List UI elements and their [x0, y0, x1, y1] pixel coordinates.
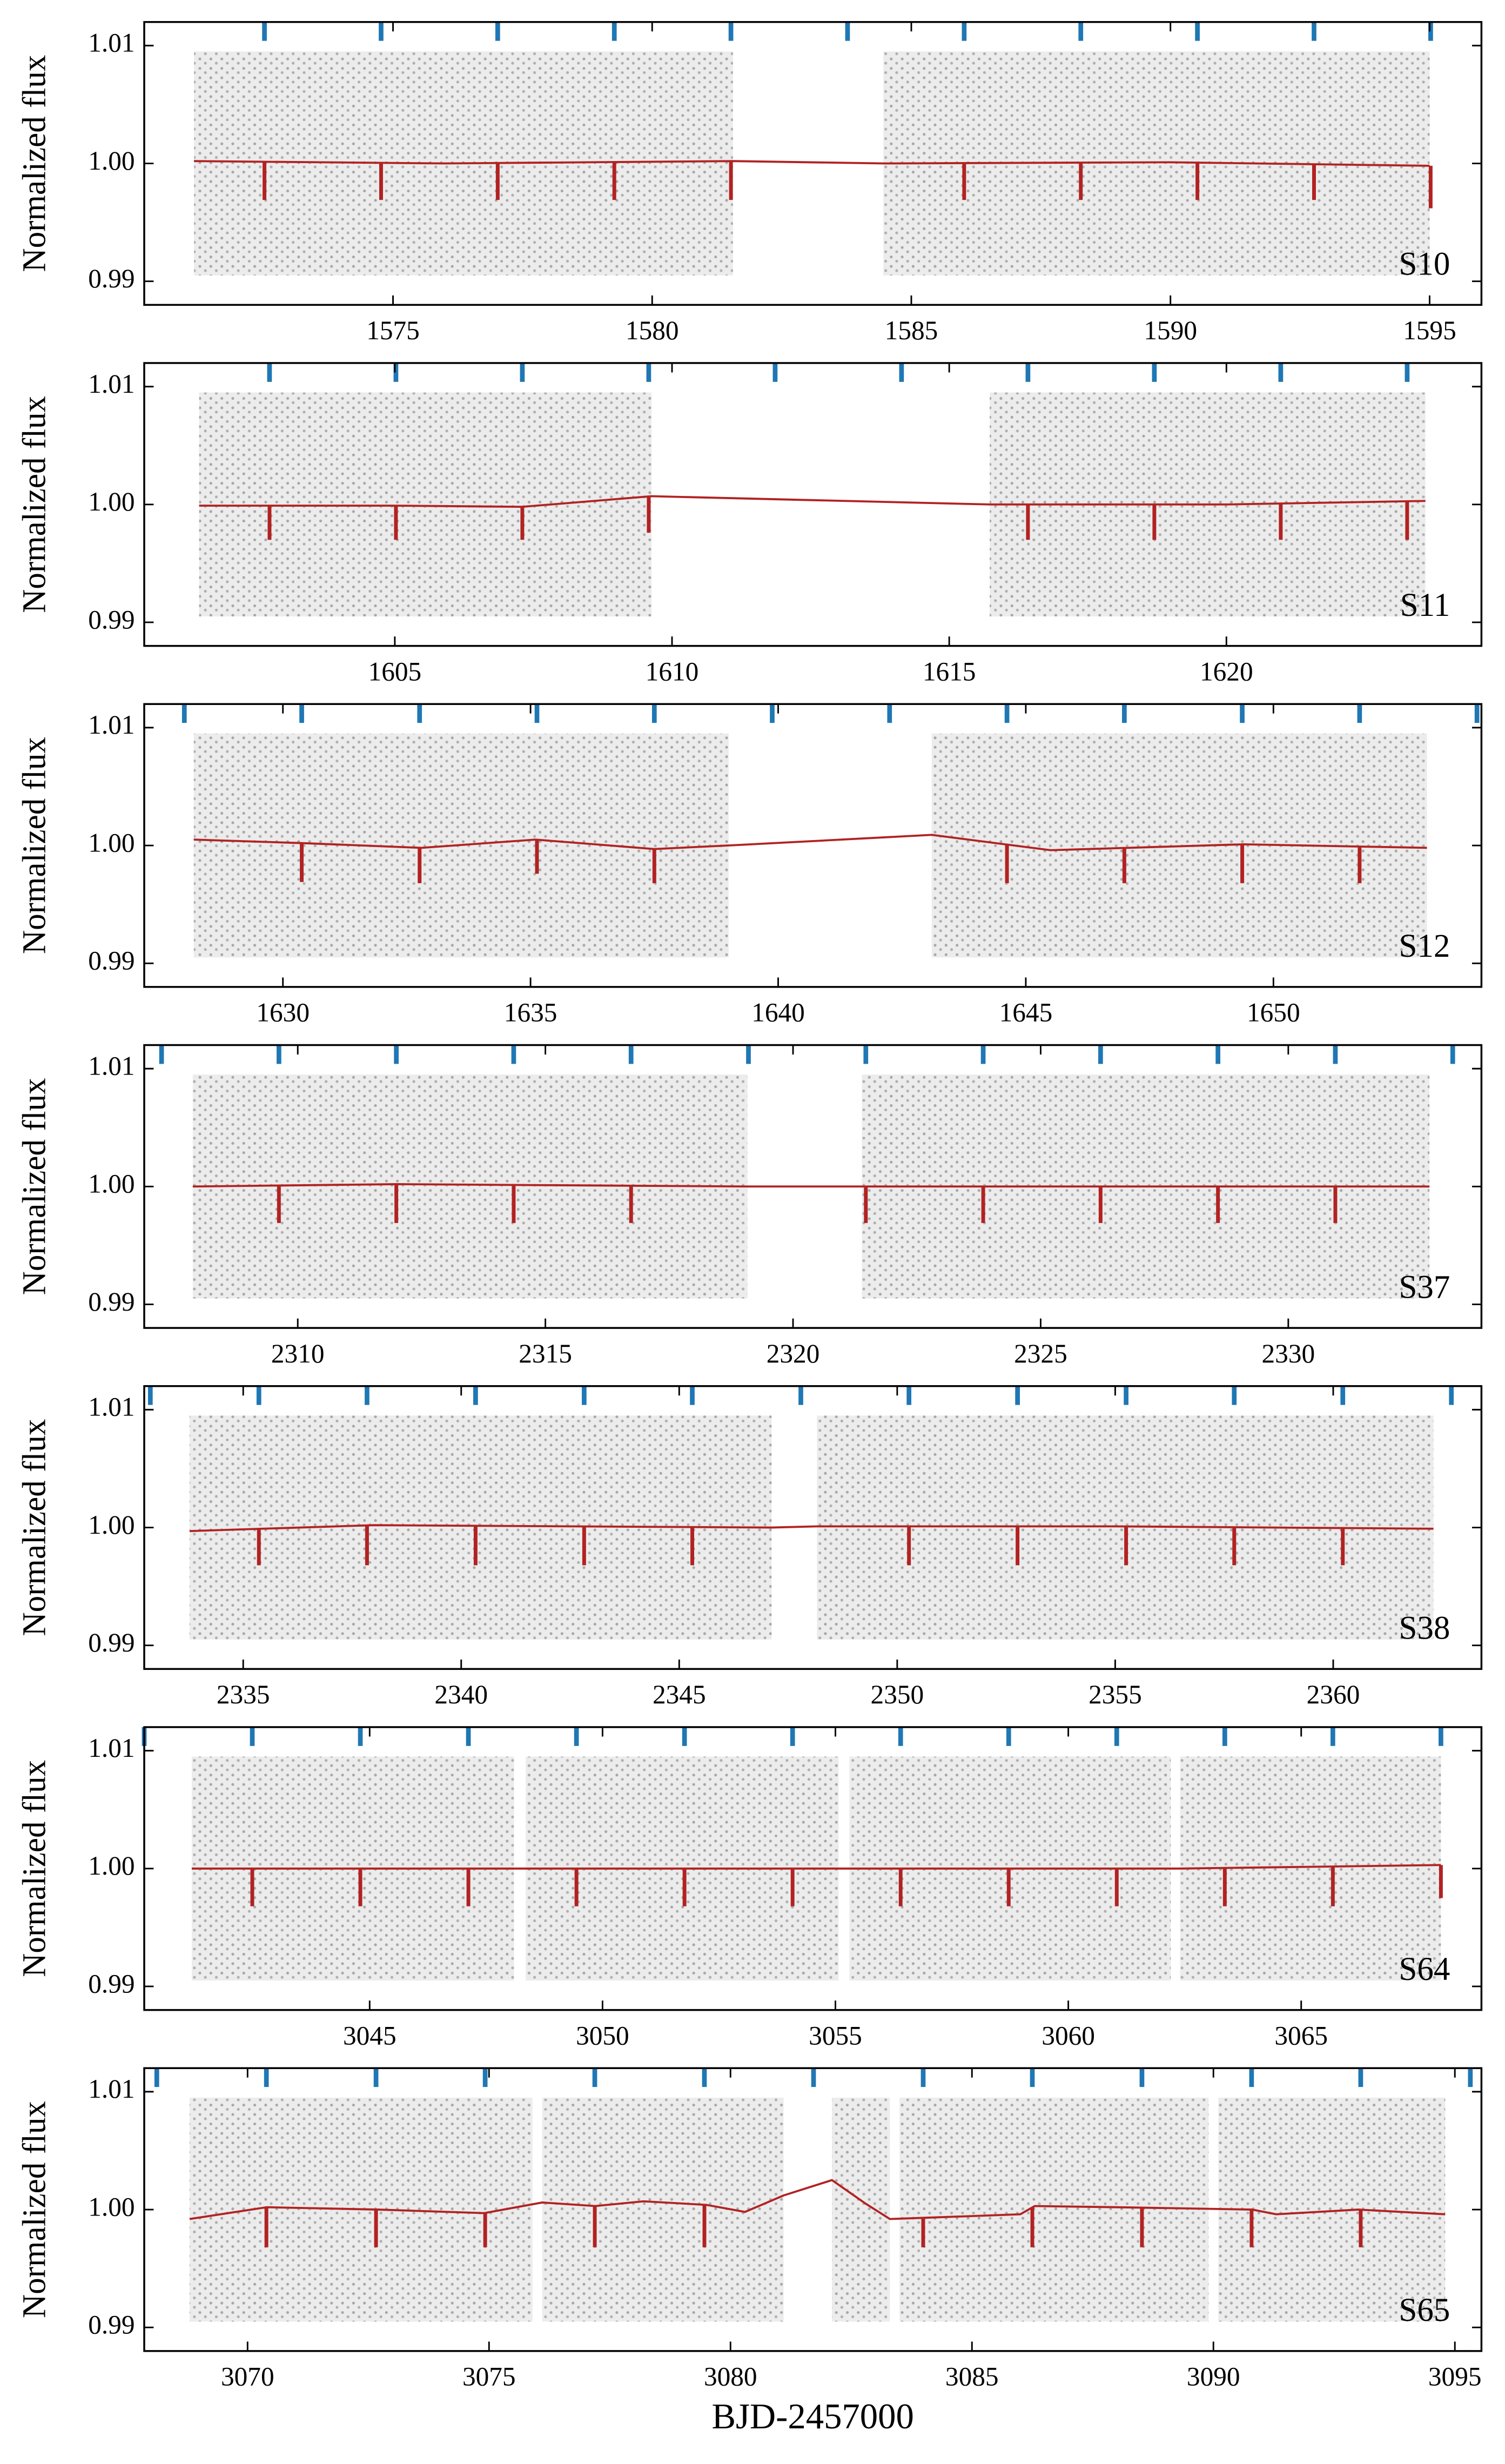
x-tick-label: 1610 — [646, 656, 699, 686]
x-tick-label: 2310 — [271, 1339, 325, 1368]
panel: 0.99 1.00 1.01 1575 1580 1585 1590 1595 Normaliz… — [17, 21, 1483, 345]
x-tick-label: 3095 — [1428, 2362, 1482, 2392]
sector-label: S64 — [1399, 1951, 1450, 1988]
x-tick-label: 2335 — [217, 1680, 270, 1709]
flux-scatter — [542, 2097, 784, 2322]
x-tick-label: 2325 — [1014, 1339, 1067, 1368]
sector-label: S38 — [1399, 1610, 1450, 1646]
sector-label: S10 — [1399, 246, 1450, 282]
y-tick-label: 1.00 — [88, 487, 135, 516]
x-tick-label: 2360 — [1307, 1680, 1360, 1709]
panel: 0.99 1.00 1.01 3045 3050 3055 3060 3065 Normaliz… — [17, 1726, 1483, 2050]
y-axis-label: Normalized flux — [17, 737, 53, 954]
y-tick-label: 0.99 — [88, 1628, 135, 1657]
x-tick-label: 3075 — [462, 2362, 516, 2392]
panels: 0.99 1.00 1.01 1575 1580 1585 1590 1595 Normaliz… — [17, 21, 1483, 2436]
y-tick-label: 1.01 — [88, 369, 135, 399]
y-tick-label: 1.00 — [88, 828, 135, 857]
y-tick-label: 1.00 — [88, 1510, 135, 1540]
y-tick-label: 0.99 — [88, 264, 135, 293]
x-tick-label: 1635 — [504, 998, 557, 1028]
y-axis-label: Normalized flux — [17, 1419, 53, 1636]
x-tick-label: 1640 — [751, 998, 805, 1028]
sector-label: S37 — [1399, 1269, 1450, 1305]
x-tick-label: 1590 — [1144, 315, 1197, 345]
x-tick-label: 2330 — [1262, 1339, 1315, 1368]
model-line — [192, 1183, 1430, 1188]
x-tick-label: 3065 — [1274, 2020, 1328, 2050]
y-tick-label: 1.01 — [88, 2074, 135, 2104]
x-tick-label: 1650 — [1247, 998, 1300, 1028]
x-tick-label: 3055 — [809, 2020, 862, 2050]
y-tick-label: 0.99 — [88, 605, 135, 634]
x-tick-label: 1585 — [885, 315, 938, 345]
x-tick-label: 1630 — [256, 998, 310, 1028]
x-tick-label: 3085 — [945, 2362, 999, 2392]
x-tick-label: 2345 — [653, 1680, 706, 1709]
panel: 0.99 1.00 1.01 3070 3075 3080 3085 3090 3095 Norm… — [17, 2067, 1483, 2436]
model-line — [194, 160, 1430, 167]
model-line — [189, 2179, 1446, 2220]
panel: 0.99 1.00 1.01 2310 2315 2320 2325 2330 Normaliz… — [17, 1044, 1483, 1368]
y-tick-label: 0.99 — [88, 1287, 135, 1317]
panel: 0.99 1.00 1.01 2335 2340 2345 2350 2355 2360 Norm… — [17, 1385, 1483, 1709]
y-tick-label: 1.00 — [88, 1851, 135, 1881]
sector-label: S12 — [1399, 928, 1450, 964]
x-tick-label: 1605 — [368, 656, 422, 686]
y-axis-label: Normalized flux — [17, 1078, 53, 1295]
x-tick-label: 1615 — [923, 656, 976, 686]
x-tick-label: 1575 — [366, 315, 420, 345]
y-axis-label: Normalized flux — [17, 396, 53, 613]
x-tick-label: 2355 — [1089, 1680, 1142, 1709]
y-tick-label: 1.01 — [88, 28, 135, 58]
panel: 0.99 1.00 1.01 1605 1610 1615 1620 Normalized f… — [17, 362, 1483, 686]
y-tick-label: 1.00 — [88, 1169, 135, 1199]
x-tick-label: 3045 — [343, 2020, 397, 2050]
y-tick-label: 1.01 — [88, 1051, 135, 1080]
x-tick-label: 1645 — [999, 998, 1053, 1028]
x-tick-label: 3060 — [1042, 2020, 1095, 2050]
sector-label: S65 — [1399, 2292, 1450, 2328]
y-axis-label: Normalized flux — [17, 55, 53, 272]
flux-scatter — [831, 2097, 890, 2322]
x-axis-label: BJD-2457000 — [711, 2396, 913, 2436]
panel: 0.99 1.00 1.01 1630 1635 1640 1645 1650 Normaliz… — [17, 703, 1483, 1028]
x-tick-label: 2350 — [871, 1680, 924, 1709]
x-tick-label: 2315 — [519, 1339, 572, 1368]
flux-scatter — [199, 392, 652, 617]
y-axis-label: Normalized flux — [17, 2101, 53, 2318]
x-tick-label: 1595 — [1403, 315, 1456, 345]
x-tick-label: 3090 — [1187, 2362, 1240, 2392]
x-tick-label: 2320 — [767, 1339, 820, 1368]
y-tick-label: 0.99 — [88, 2310, 135, 2340]
y-tick-label: 1.00 — [88, 146, 135, 176]
x-tick-label: 3050 — [576, 2020, 629, 2050]
x-tick-label: 3080 — [704, 2362, 757, 2392]
y-tick-label: 1.01 — [88, 1392, 135, 1422]
x-tick-label: 1580 — [626, 315, 679, 345]
flux-scatter — [899, 2097, 1209, 2322]
sector-label: S11 — [1400, 587, 1450, 623]
x-tick-label: 3070 — [221, 2362, 274, 2392]
model-line — [199, 495, 1426, 508]
y-tick-label: 0.99 — [88, 1969, 135, 1998]
y-tick-label: 0.99 — [88, 946, 135, 976]
y-axis-label: Normalized flux — [17, 1760, 53, 1977]
y-tick-label: 1.01 — [88, 710, 135, 740]
y-tick-label: 1.00 — [88, 2192, 135, 2221]
model-line — [191, 1864, 1441, 1870]
y-tick-label: 1.01 — [88, 1733, 135, 1763]
model-line — [189, 1524, 1434, 1532]
x-tick-label: 2340 — [434, 1680, 488, 1709]
x-tick-label: 1620 — [1200, 656, 1253, 686]
model-line — [193, 834, 1427, 851]
